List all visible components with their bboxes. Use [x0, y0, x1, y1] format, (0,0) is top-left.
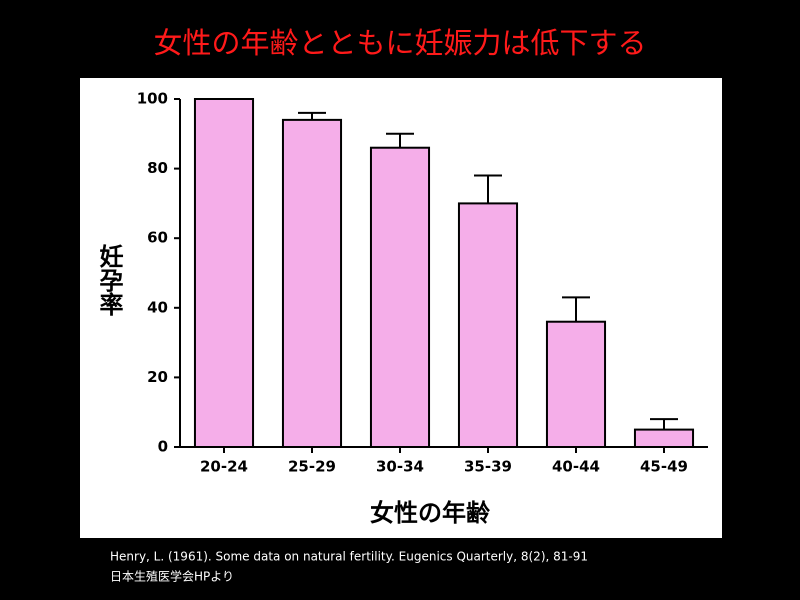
y-tick-label: 0 — [158, 438, 168, 456]
x-tick-label: 30-34 — [376, 458, 424, 476]
source-line: 日本生殖医学会HPより — [110, 569, 234, 584]
x-tick-label: 25-29 — [288, 458, 336, 476]
bar — [369, 146, 431, 448]
x-tick-label: 20-24 — [200, 458, 248, 476]
bar — [193, 98, 255, 448]
x-tick-label: 35-39 — [464, 458, 512, 476]
y-tick-label: 40 — [147, 298, 168, 316]
y-tick-label: 60 — [147, 229, 168, 247]
y-tick-label: 100 — [137, 90, 168, 108]
source-line: Henry, L. (1961). Some data on natural f… — [110, 550, 588, 564]
bar — [281, 118, 343, 448]
x-axis-label: 女性の年齢 — [370, 499, 491, 527]
y-tick-label: 20 — [147, 368, 168, 386]
bar — [457, 202, 519, 448]
x-tick-label: 45-49 — [640, 458, 688, 476]
bar — [545, 320, 607, 448]
slide-title: 女性の年齢とともに妊娠力は低下する — [153, 26, 646, 60]
bar — [633, 428, 695, 449]
x-tick-label: 40-44 — [552, 458, 600, 476]
y-tick-label: 80 — [147, 159, 168, 177]
y-axis-label: 妊孕率 — [95, 244, 123, 316]
